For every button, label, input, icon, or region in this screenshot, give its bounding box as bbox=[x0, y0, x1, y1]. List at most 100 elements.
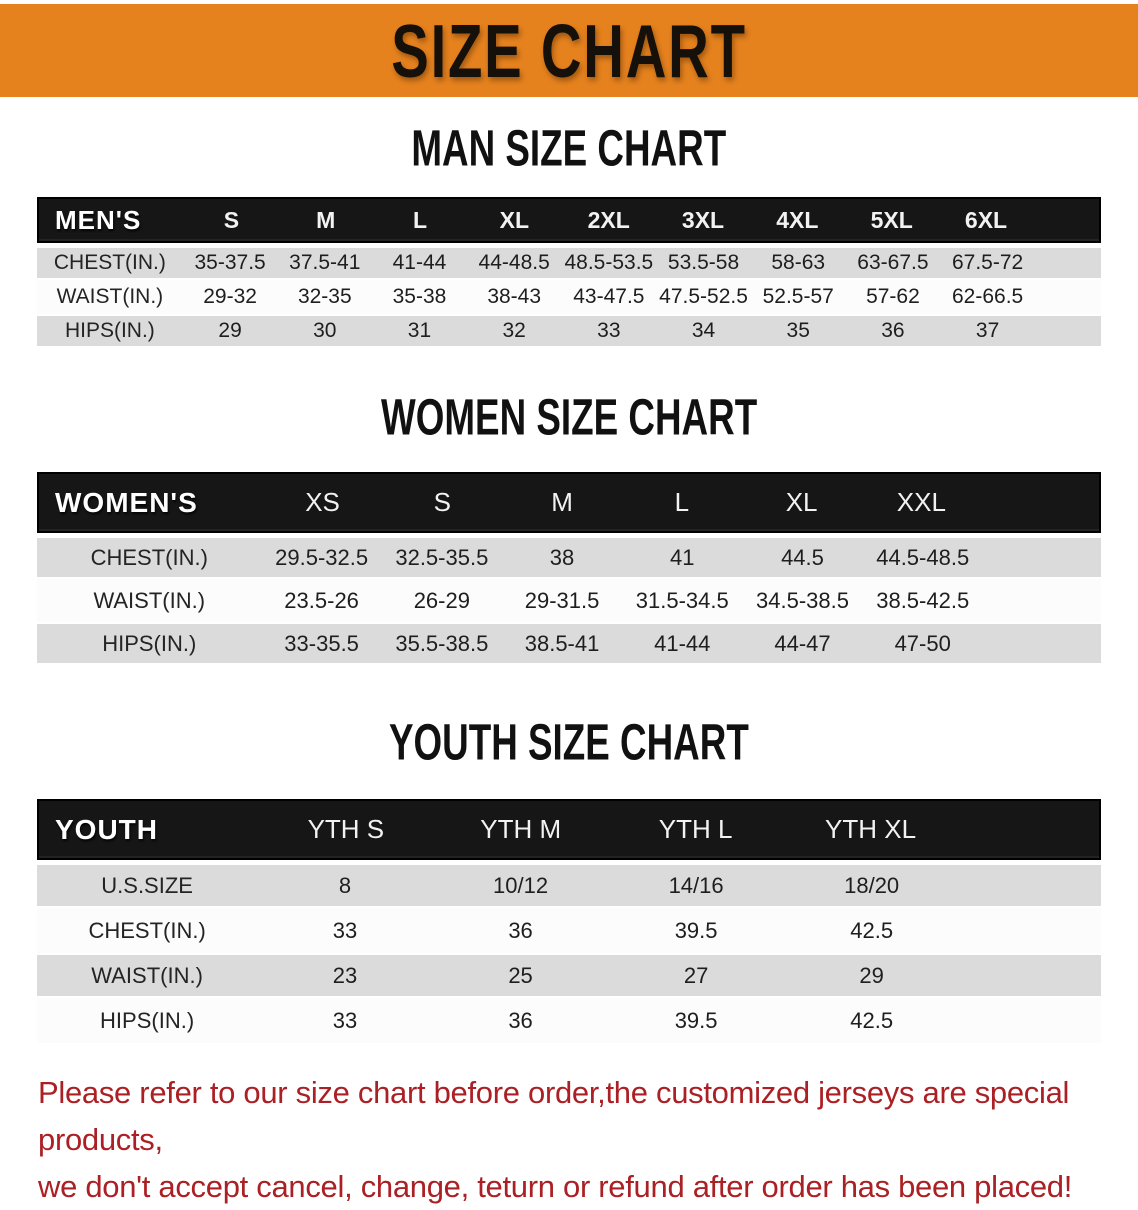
row-label: HIPS(IN.) bbox=[102, 630, 197, 656]
measurement-row: CHEST(IN.) 35-37.5 37.5-41 41-44 44-48.5 48.5… bbox=[37, 246, 1101, 280]
table-header-row: WOMEN'S XS S M L XL XXL bbox=[37, 472, 1101, 533]
size-value: 47.5-52.5 bbox=[659, 285, 748, 308]
size-value: 52.5-57 bbox=[762, 285, 834, 308]
size-value: 36 bbox=[508, 1007, 533, 1033]
size-column-header: XL bbox=[499, 206, 530, 233]
disclaimer-line-2: we don't accept cancel, change, teturn o… bbox=[38, 1169, 1073, 1204]
youth-section-title: YOUTH SIZE CHART bbox=[0, 713, 1138, 771]
size-value: 36 bbox=[508, 917, 533, 943]
row-label: U.S.SIZE bbox=[101, 872, 193, 898]
mens-size-table: MEN'S S M L XL 2XL 3XL 4XL 5XL 6XL CHEST(IN.) 35-37… bbox=[37, 197, 1101, 348]
size-column-header: L bbox=[674, 487, 690, 517]
size-value: 32-35 bbox=[297, 285, 352, 308]
size-chart-banner: SIZE CHART bbox=[0, 4, 1138, 97]
row-label: CHEST(IN.) bbox=[88, 917, 206, 943]
size-value: 29 bbox=[218, 319, 242, 342]
measurement-row: WAIST(IN.) 23 25 27 29 bbox=[37, 953, 1101, 998]
measurement-row: HIPS(IN.) 33-35.5 35.5-38.5 38.5-41 41-44 44-… bbox=[37, 622, 1101, 665]
size-value: 67.5-72 bbox=[951, 251, 1024, 274]
table-category-label: YOUTH bbox=[55, 813, 158, 845]
size-value: 29 bbox=[859, 962, 884, 988]
size-value: 32 bbox=[502, 319, 526, 342]
size-value: 47-50 bbox=[894, 630, 951, 656]
size-value: 31 bbox=[407, 319, 432, 342]
size-column-header: YTH S bbox=[307, 814, 385, 844]
measurement-row: HIPS(IN.) 29 30 31 32 33 34 35 36 37 bbox=[37, 314, 1101, 348]
size-value: 42.5 bbox=[850, 1007, 894, 1033]
row-label: CHEST(IN.) bbox=[53, 251, 166, 274]
size-value: 42.5 bbox=[850, 917, 894, 943]
size-column-header: YTH XL bbox=[825, 814, 917, 844]
disclaimer-text: Please refer to our size chart before or… bbox=[38, 1069, 1118, 1210]
table-category-label: WOMEN'S bbox=[55, 486, 198, 518]
size-value: 43-47.5 bbox=[573, 285, 645, 308]
size-column-header: 3XL bbox=[681, 206, 725, 233]
size-value: 38-43 bbox=[487, 285, 542, 308]
size-value: 30 bbox=[313, 319, 337, 342]
size-column-header: M bbox=[551, 487, 573, 517]
size-value: 63-67.5 bbox=[857, 251, 929, 274]
row-label: WAIST(IN.) bbox=[56, 285, 164, 308]
measurement-row: U.S.SIZE 8 10/12 14/16 18/20 bbox=[37, 863, 1101, 908]
table-header-row: YOUTH YTH S YTH M YTH L YTH XL bbox=[37, 799, 1101, 860]
size-value: 18/20 bbox=[844, 872, 900, 898]
measurement-row: CHEST(IN.) 29.5-32.5 32.5-35.5 38 41 44.5 44.5… bbox=[37, 536, 1101, 579]
youth-section-title-text: YOUTH SIZE CHART bbox=[389, 713, 749, 771]
size-value: 41-44 bbox=[392, 251, 447, 274]
row-label: HIPS(IN.) bbox=[64, 319, 155, 342]
womens-size-table: WOMEN'S XS S M L XL XXL CHEST(IN.) 29.5-32.5 32.5… bbox=[37, 472, 1101, 665]
row-label: HIPS(IN.) bbox=[100, 1007, 195, 1033]
measurement-row: WAIST(IN.) 29-32 32-35 35-38 38-43 43-47.5 47.… bbox=[37, 280, 1101, 314]
size-value: 23.5-26 bbox=[284, 587, 359, 613]
size-value: 29-31.5 bbox=[524, 587, 600, 613]
size-value: 37 bbox=[975, 319, 1000, 342]
size-value: 39.5 bbox=[674, 1007, 718, 1033]
man-section-title-text: MAN SIZE CHART bbox=[411, 119, 727, 177]
size-column-header: XS bbox=[305, 487, 340, 517]
size-value: 41 bbox=[670, 544, 695, 570]
size-value: 36 bbox=[881, 319, 905, 342]
size-value: 31.5-34.5 bbox=[635, 587, 729, 613]
banner-title: SIZE CHART bbox=[391, 8, 747, 93]
size-value: 38.5-41 bbox=[524, 630, 600, 656]
size-value: 33 bbox=[597, 319, 621, 342]
size-value: 25 bbox=[508, 962, 533, 988]
size-column-header: 4XL bbox=[776, 206, 819, 233]
size-value: 44-47 bbox=[774, 630, 831, 656]
size-value: 8 bbox=[338, 872, 352, 898]
size-value: 37.5-41 bbox=[289, 251, 361, 274]
size-column-header: M bbox=[316, 206, 336, 233]
row-label: WAIST(IN.) bbox=[91, 962, 203, 988]
measurement-row: WAIST(IN.) 23.5-26 26-29 29-31.5 31.5-34.5 34… bbox=[37, 579, 1101, 622]
size-column-header: YTH M bbox=[480, 814, 562, 844]
size-value: 33 bbox=[332, 1007, 358, 1033]
size-value: 34 bbox=[691, 319, 716, 342]
size-value: 48.5-53.5 bbox=[564, 251, 654, 274]
size-column-header: S bbox=[433, 487, 451, 517]
size-value: 35.5-38.5 bbox=[395, 630, 489, 656]
size-value: 35-38 bbox=[392, 285, 447, 308]
size-value: 38 bbox=[549, 544, 575, 570]
size-value: 35 bbox=[786, 319, 810, 342]
women-section-title-text: WOMEN SIZE CHART bbox=[380, 388, 758, 446]
size-value: 26-29 bbox=[413, 587, 470, 613]
row-label: WAIST(IN.) bbox=[93, 587, 206, 613]
size-value: 62-66.5 bbox=[951, 285, 1024, 308]
women-section-title: WOMEN SIZE CHART bbox=[0, 388, 1138, 446]
size-value: 44.5 bbox=[781, 544, 824, 570]
size-value: 57-62 bbox=[866, 285, 920, 308]
size-value: 33-35.5 bbox=[284, 630, 359, 656]
size-value: 34.5-38.5 bbox=[756, 587, 849, 613]
size-value: 44.5-48.5 bbox=[876, 544, 970, 570]
table-category-label: MEN'S bbox=[55, 204, 142, 235]
size-column-header: YTH L bbox=[658, 814, 733, 844]
size-value: 35-37.5 bbox=[194, 251, 266, 274]
measurement-row: HIPS(IN.) 33 36 39.5 42.5 bbox=[37, 998, 1101, 1043]
row-label: CHEST(IN.) bbox=[90, 544, 208, 570]
size-value: 58-63 bbox=[771, 251, 826, 274]
size-value: 14/16 bbox=[668, 872, 724, 898]
size-column-header: 5XL bbox=[870, 206, 913, 233]
size-column-header: 6XL bbox=[964, 206, 1008, 233]
measurement-row: CHEST(IN.) 33 36 39.5 42.5 bbox=[37, 908, 1101, 953]
size-value: 23 bbox=[332, 962, 358, 988]
